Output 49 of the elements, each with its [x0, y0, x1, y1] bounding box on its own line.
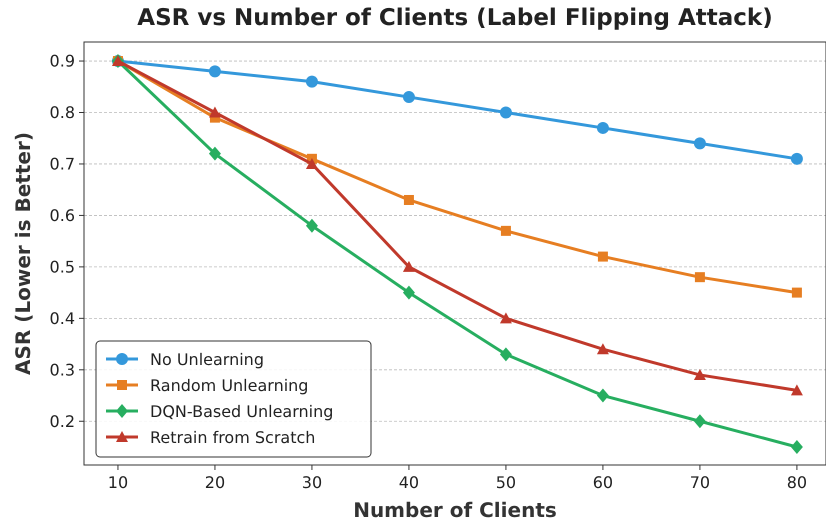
x-tick-label: 60 [592, 473, 614, 492]
point [790, 440, 803, 454]
y-tick-label: 0.9 [50, 52, 75, 71]
point [694, 368, 706, 380]
point [404, 194, 414, 205]
point [596, 343, 609, 354]
point [208, 146, 221, 161]
legend-label: Retrain from Scratch [150, 428, 316, 447]
point [208, 106, 221, 118]
y-tick-label: 0.4 [50, 308, 75, 328]
point [500, 226, 511, 236]
point [402, 286, 415, 300]
point [596, 388, 609, 403]
legend-label: Random Unlearning [150, 376, 308, 395]
y-tick-label: 0.5 [50, 257, 75, 276]
point [790, 152, 803, 165]
x-tick-label: 10 [108, 473, 128, 492]
point [694, 272, 705, 282]
point [790, 384, 803, 396]
y-tick-label: 0.8 [50, 103, 75, 122]
legend-label: DQN-Based Unlearning [150, 402, 334, 421]
point [694, 137, 706, 150]
x-tick-label: 30 [302, 473, 322, 492]
x-tick-label: 70 [690, 473, 710, 492]
x-tick-label: 80 [786, 473, 808, 492]
chart-title: ASR vs Number of Clients (Label Flipping Attack) [137, 5, 773, 31]
point [598, 252, 608, 262]
point [500, 312, 512, 324]
x-tick-label: 50 [496, 473, 516, 492]
point [306, 218, 318, 233]
y-axis-title: ASR (Lower is Better) [11, 132, 35, 375]
point [596, 122, 609, 134]
point [402, 91, 415, 104]
x-tick-label: 20 [204, 473, 226, 492]
x-tick-label: 40 [398, 473, 420, 492]
point [306, 158, 318, 169]
y-tick-label: 0.6 [50, 206, 75, 226]
point [694, 414, 706, 428]
y-tick-label: 0.2 [50, 412, 75, 431]
x-axis-title: Number of Clients [353, 498, 557, 522]
point [500, 347, 512, 362]
y-tick-label: 0.3 [50, 360, 75, 380]
point [792, 288, 802, 298]
point [500, 106, 512, 118]
legend-label: No Unlearning [150, 350, 264, 369]
point [208, 65, 221, 78]
point [402, 260, 415, 272]
y-tick-label: 0.7 [50, 154, 75, 174]
point [306, 76, 318, 88]
